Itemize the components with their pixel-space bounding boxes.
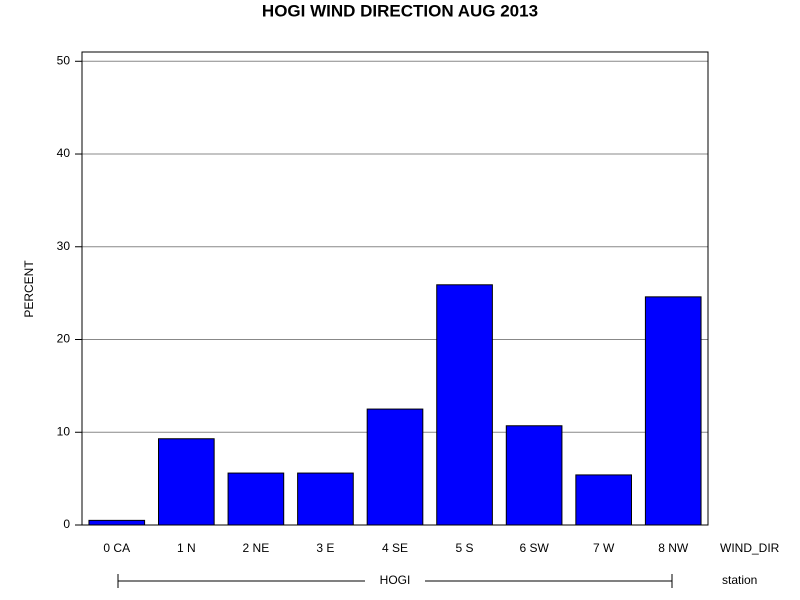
bar [505, 425, 563, 526]
plot-frame [81, 51, 709, 526]
x-axis-label: WIND_DIR [720, 541, 780, 555]
x-tick-label: 2 NE [243, 541, 270, 555]
y-tick-label: 40 [57, 146, 71, 160]
y-tick-label: 50 [57, 53, 71, 67]
y-tick-label: 30 [57, 239, 71, 253]
x-tick-label: 4 SE [382, 541, 408, 555]
bar [575, 474, 632, 526]
x-tick-label: 0 CA [103, 541, 130, 555]
chart-title: HOGI WIND DIRECTION AUG 2013 [262, 1, 538, 20]
bar [436, 284, 493, 526]
x-tick-label: 8 NW [658, 541, 689, 555]
y-tick-label: 20 [57, 332, 71, 346]
x-tick-label: 3 E [316, 541, 334, 555]
bar [88, 519, 146, 526]
x-tick-label: 7 W [593, 541, 615, 555]
y-tick-label: 0 [63, 517, 70, 531]
y-axis-label: PERCENT [22, 260, 36, 318]
bar [227, 472, 285, 526]
x-tick-label: 5 S [456, 541, 474, 555]
bar [644, 296, 702, 526]
x-tick-label: 1 N [177, 541, 196, 555]
bar [297, 472, 354, 526]
bar [158, 438, 215, 526]
x-tick-label: 6 SW [519, 541, 549, 555]
bar [366, 408, 424, 526]
group-axis-label: station [722, 573, 757, 587]
y-tick-label: 10 [57, 424, 71, 438]
group-label: HOGI [380, 573, 411, 587]
